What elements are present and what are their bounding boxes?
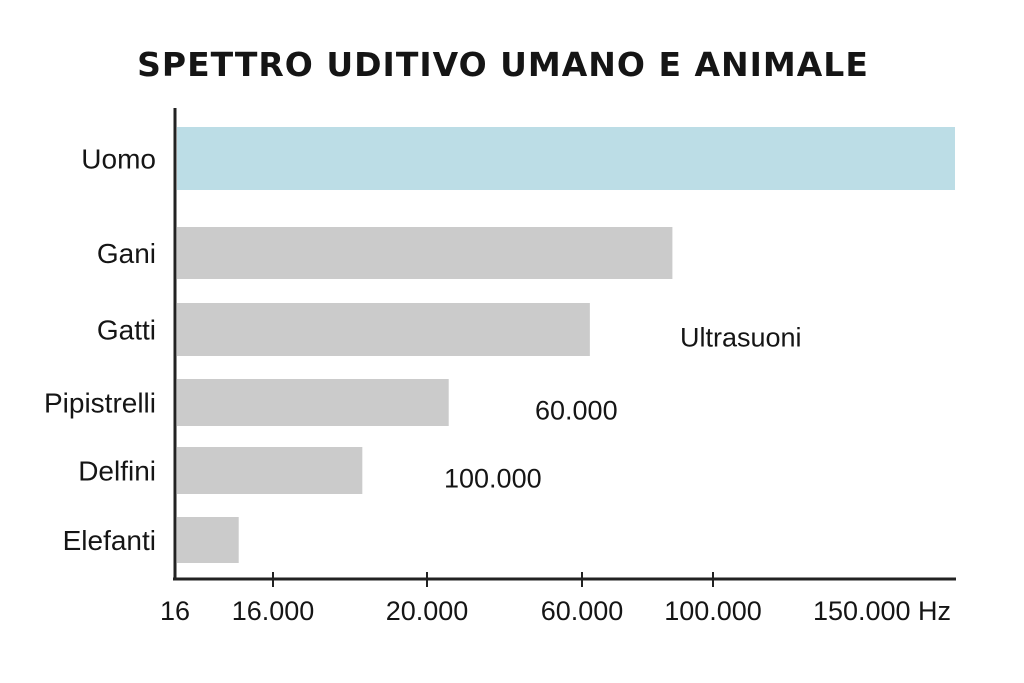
bar-gatti — [177, 303, 590, 356]
bar-gani — [177, 227, 673, 279]
category-label-elefanti: Elefanti — [63, 525, 156, 556]
annotations: Ultrasuoni 60.000 100.000 — [444, 323, 802, 494]
bar-uomo — [177, 127, 955, 190]
axes — [173, 108, 956, 581]
category-label-gani: Gani — [97, 238, 156, 269]
category-label-uomo: Uomo — [81, 144, 156, 175]
bars — [177, 127, 955, 563]
annotation-label: 60.000 — [535, 396, 618, 426]
x-ticks: 16 16.000 20.000 60.000 100.000 150.000 Hz — [160, 572, 951, 626]
category-label-pipistrelli: Pipistrelli — [44, 388, 156, 419]
x-tick-label: 16.000 — [232, 596, 315, 626]
bar-elefanti — [177, 517, 239, 563]
category-label-gatti: Gatti — [97, 315, 156, 346]
x-tick-label: 16 — [160, 596, 190, 626]
bar-delfini — [177, 447, 363, 494]
annotation-label: Ultrasuoni — [680, 323, 802, 353]
bar-pipistrelli — [177, 379, 449, 426]
annotation-label: 100.000 — [444, 464, 542, 494]
x-tick-label: 100.000 — [664, 596, 762, 626]
x-tick-label: 20.000 — [386, 596, 469, 626]
category-labels: Uomo Gani Gatti Pipistrelli Delfini Elefanti — [44, 144, 156, 557]
category-label-delfini: Delfini — [78, 456, 156, 487]
chart-title: SPETTRO UDITIVO UMANO E ANIMALE — [137, 45, 869, 84]
x-tick-label: 150.000 Hz — [813, 596, 951, 626]
x-tick-label: 60.000 — [541, 596, 624, 626]
